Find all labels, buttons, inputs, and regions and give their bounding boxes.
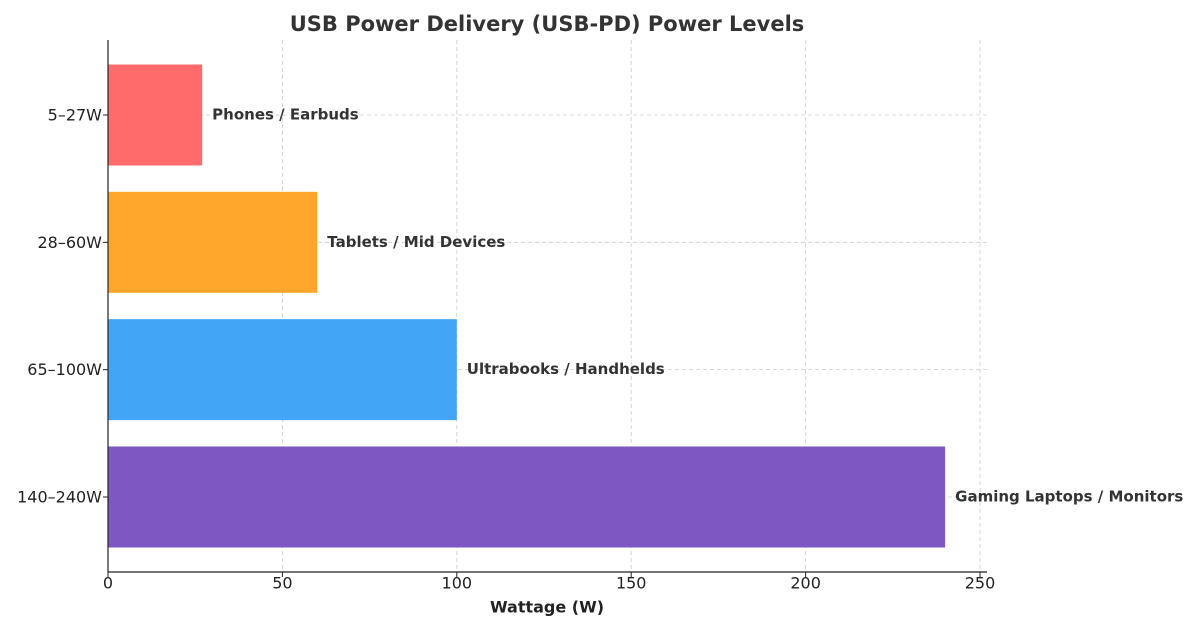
y-tick-label: 140–240W: [17, 487, 102, 506]
bar: [108, 64, 203, 166]
bar-annotation: Tablets / Mid Devices: [327, 233, 505, 251]
x-tick-label: 50: [272, 574, 292, 593]
chart-title: USB Power Delivery (USB-PD) Power Levels: [290, 12, 805, 36]
x-tick-label: 0: [103, 574, 113, 593]
bar: [108, 319, 457, 421]
bar: [108, 191, 318, 293]
x-axis-label: Wattage (W): [490, 598, 604, 617]
x-tick-label: 100: [442, 574, 473, 593]
bar-annotation: Gaming Laptops / Monitors: [955, 487, 1183, 505]
x-tick-label: 200: [790, 574, 821, 593]
bar: [108, 446, 946, 548]
y-tick-label: 5–27W: [48, 106, 103, 125]
bar-annotation: Phones / Earbuds: [212, 106, 359, 124]
y-tick-label: 65–100W: [27, 360, 102, 379]
x-tick-label: 250: [965, 574, 996, 593]
bar-annotation: Ultrabooks / Handhelds: [467, 360, 665, 378]
x-tick-label: 150: [616, 574, 647, 593]
y-tick-label: 28–60W: [37, 233, 102, 252]
